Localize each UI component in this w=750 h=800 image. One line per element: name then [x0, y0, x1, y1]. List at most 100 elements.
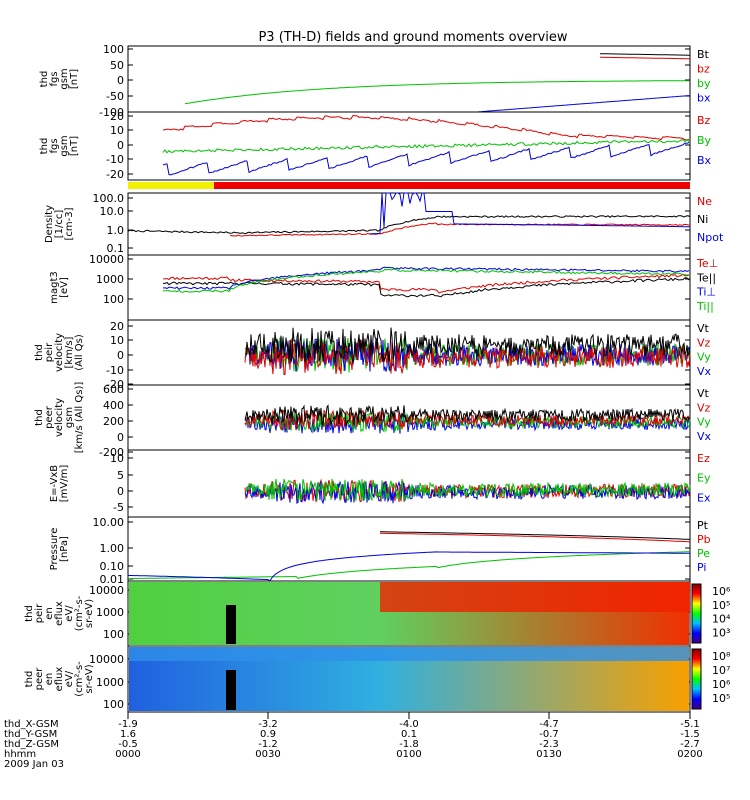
y-tick-label: 100: [103, 293, 124, 306]
region-bar-red: [214, 182, 690, 189]
series-Vt: [244, 327, 691, 365]
series-Pb: [380, 532, 691, 543]
y-tick-label: 1.00: [100, 542, 125, 555]
y-axis-label: gsm: [59, 135, 70, 156]
legend-entry: Pi: [697, 561, 706, 574]
y-tick-label: 20: [110, 110, 124, 123]
legend-entry: Vz: [697, 401, 711, 414]
legend-entry: Vx: [697, 365, 712, 378]
legend-entry: Pb: [697, 533, 711, 546]
x-tick-label: -2.7: [680, 739, 700, 750]
y-axis-label: eV/: [64, 670, 75, 687]
series-bx: [430, 95, 691, 113]
series-Bt: [600, 53, 690, 56]
series-Ni: [127, 215, 691, 235]
y-tick-label: 10000: [89, 253, 124, 266]
y-axis-label: peir: [34, 603, 45, 623]
y-axis-label: peer: [44, 405, 55, 429]
legend-entry: Vz: [697, 336, 711, 349]
y-axis-label: thd: [39, 138, 50, 155]
y-tick-label: 0: [117, 74, 124, 87]
series-Pi: [127, 551, 690, 582]
y-tick-label: 400: [103, 399, 124, 412]
y-tick-label: 10000: [89, 653, 124, 666]
legend-entry: Vt: [697, 387, 710, 400]
legend-entry: Bx: [697, 154, 712, 167]
y-axis-label: velocity: [54, 398, 65, 437]
y-tick-label: 0.01: [100, 573, 125, 586]
y-tick-label: -10: [106, 364, 124, 377]
y-axis-label: peir: [44, 342, 55, 362]
legend-entry: Ey: [697, 472, 711, 485]
x-tick-label: 1.6: [120, 729, 136, 740]
y-tick-label: 100: [103, 43, 124, 56]
y-axis-label: [mV/m]: [59, 465, 70, 503]
legend-entry: Npot: [697, 231, 724, 244]
panel-7: 10 5 0 -5 E=-VxB [mV/m] Ez Ey Ex: [49, 449, 711, 518]
series-by: [184, 80, 689, 105]
x-tick-label: 0200: [677, 749, 702, 760]
series-bz: [600, 56, 691, 60]
y-axis-label: eflux: [54, 667, 65, 692]
y-axis-label: (All Qs): [74, 334, 85, 371]
colorbar-tick-label: 10⁴: [712, 613, 731, 626]
series-Ey: [244, 478, 691, 502]
y-tick-label: 100: [103, 698, 124, 711]
y-axis-label: fgs: [49, 71, 60, 86]
x-date-label: 2009 Jan 03: [4, 759, 64, 770]
legend-entry: Vx: [697, 430, 712, 443]
legend-entry: bz: [697, 63, 710, 76]
x-tick-label: -4.7: [539, 719, 559, 730]
series-Te-par: [162, 277, 690, 298]
y-axis-label: [cm-3]: [64, 207, 75, 240]
y-axis-label: (cm²-s-: [74, 595, 85, 631]
legend-entry: Vt: [697, 322, 710, 335]
x-tick-label: -1.9: [118, 719, 138, 730]
y-tick-label: 0: [117, 349, 124, 362]
x-row-label: thd_Z-GSM: [4, 739, 59, 750]
x-tick-label: 0000: [115, 749, 140, 760]
y-tick-label: 100.0: [93, 192, 125, 205]
series-Pe: [128, 551, 691, 580]
y-axis-label: sr-eV): [84, 664, 95, 693]
panel-10: 10000 1000 100 thd peer en eflux eV/(cm²-s-sr-e…: [24, 645, 731, 713]
spectrogram-data-gap: [226, 670, 236, 710]
y-tick-label: -10: [106, 153, 124, 166]
legend-entry: By: [697, 134, 712, 147]
series-Ti-perp: [162, 266, 690, 290]
y-axis-label: en: [44, 673, 55, 686]
series-Pt: [380, 531, 691, 540]
x-tick-label: -5.1: [680, 719, 700, 730]
y-axis-label: fgs: [49, 138, 60, 153]
panel-4: 10000 1000 100 magt3 [eV] Te⊥Te|| Ti⊥Ti||: [49, 253, 718, 321]
y-tick-label: 1000: [96, 676, 124, 689]
y-tick-label: -100: [99, 106, 124, 119]
y-axis-label: gsm: [59, 68, 70, 89]
legend-entry: Vy: [697, 351, 711, 364]
legend-entry: Pe: [697, 547, 710, 560]
series-Npot: [370, 192, 690, 235]
spectrogram-data-gap: [226, 605, 236, 644]
chart-title: P3 (TH-D) fields and ground moments over…: [258, 30, 567, 45]
x-row-label: thd_X-GSM: [4, 719, 59, 730]
x-tick-label: -4.0: [399, 719, 419, 730]
y-axis-label: thd: [24, 671, 35, 688]
y-tick-label: 0: [117, 485, 124, 498]
x-tick-label: 0030: [255, 749, 280, 760]
y-axis-label: Pressure: [49, 528, 60, 571]
y-tick-label: -20: [106, 378, 124, 391]
y-axis-label: [km/s]: [64, 336, 75, 368]
legend-entry: Ez: [697, 452, 710, 465]
legend-entry: Vy: [697, 416, 711, 429]
y-tick-label: 1.0: [107, 224, 125, 237]
y-axis-label: thd: [34, 409, 45, 426]
y-axis-label: en: [44, 607, 55, 620]
colorbar-tick-label: 10³: [712, 626, 730, 639]
y-axis-label: eV/: [64, 605, 75, 622]
series-Te-perp: [162, 273, 690, 294]
y-axis-label: eflux: [54, 601, 65, 626]
y-axis-label: E=-VxB: [49, 465, 60, 502]
